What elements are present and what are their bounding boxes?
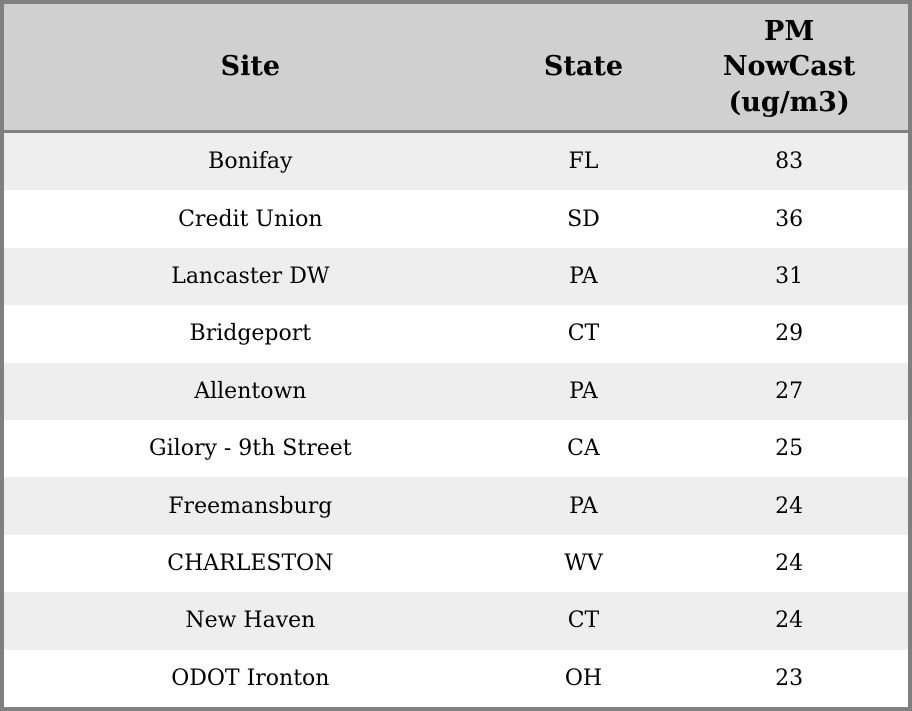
state-cell: PA bbox=[569, 378, 598, 404]
state-cell: SD bbox=[567, 206, 600, 232]
state-cell: PA bbox=[569, 263, 598, 289]
pm-value-cell: 23 bbox=[775, 665, 804, 691]
site-cell: New Haven bbox=[185, 608, 316, 634]
state-cell: FL bbox=[568, 149, 599, 175]
pm-value-cell: 24 bbox=[775, 608, 804, 634]
table-row: Gilory - 9th Street CA 25 bbox=[4, 419, 908, 478]
pm-value-cell: 83 bbox=[775, 149, 804, 175]
site-cell: Bridgeport bbox=[189, 321, 312, 347]
column-header-pm-nowcast: PM NowCast (ug/m3) bbox=[670, 4, 908, 133]
table-row: Bonifay FL 83 bbox=[4, 131, 908, 191]
table-row: Bridgeport CT 29 bbox=[4, 305, 908, 363]
state-cell: CT bbox=[567, 608, 600, 634]
table-row: Freemansburg PA 24 bbox=[4, 477, 908, 535]
site-cell: CHARLESTON bbox=[167, 550, 334, 576]
state-cell: CA bbox=[567, 436, 600, 462]
table-row: Allentown PA 27 bbox=[4, 362, 908, 420]
state-cell: PA bbox=[569, 493, 598, 519]
pm-value-cell: 24 bbox=[775, 550, 804, 576]
table-row: New Haven CT 24 bbox=[4, 592, 908, 650]
site-cell: Bonifay bbox=[208, 149, 293, 175]
table-header: Site State PM NowCast (ug/m3) bbox=[4, 4, 908, 133]
table-row: Lancaster DW PA 31 bbox=[4, 247, 908, 306]
data-table: Site State PM NowCast (ug/m3) Bonifay FL… bbox=[4, 4, 908, 707]
state-cell: OH bbox=[564, 665, 603, 691]
header-row: Site State PM NowCast (ug/m3) bbox=[4, 4, 908, 133]
site-cell: Credit Union bbox=[178, 206, 323, 232]
table-body: Bonifay FL 83 Credit Union SD 36 Lancast… bbox=[4, 131, 908, 707]
column-header-state: State bbox=[496, 4, 671, 133]
pm-value-cell: 25 bbox=[775, 436, 804, 462]
state-cell: CT bbox=[567, 321, 600, 347]
pm-value-cell: 27 bbox=[775, 378, 804, 404]
site-cell: Lancaster DW bbox=[171, 263, 330, 289]
pm-value-cell: 31 bbox=[775, 263, 804, 289]
state-cell: WV bbox=[564, 550, 603, 576]
site-cell: Allentown bbox=[194, 378, 307, 404]
site-cell: Freemansburg bbox=[168, 493, 333, 519]
site-cell: ODOT Ironton bbox=[171, 665, 330, 691]
pm-value-cell: 36 bbox=[775, 206, 804, 232]
pm-value-cell: 29 bbox=[775, 321, 804, 347]
table-row: CHARLESTON WV 24 bbox=[4, 534, 908, 593]
column-header-site: Site bbox=[4, 4, 497, 133]
pm-value-cell: 24 bbox=[775, 493, 804, 519]
site-cell: Gilory - 9th Street bbox=[149, 436, 352, 462]
table-row: ODOT Ironton OH 23 bbox=[4, 649, 908, 707]
table-row: Credit Union SD 36 bbox=[4, 190, 908, 248]
